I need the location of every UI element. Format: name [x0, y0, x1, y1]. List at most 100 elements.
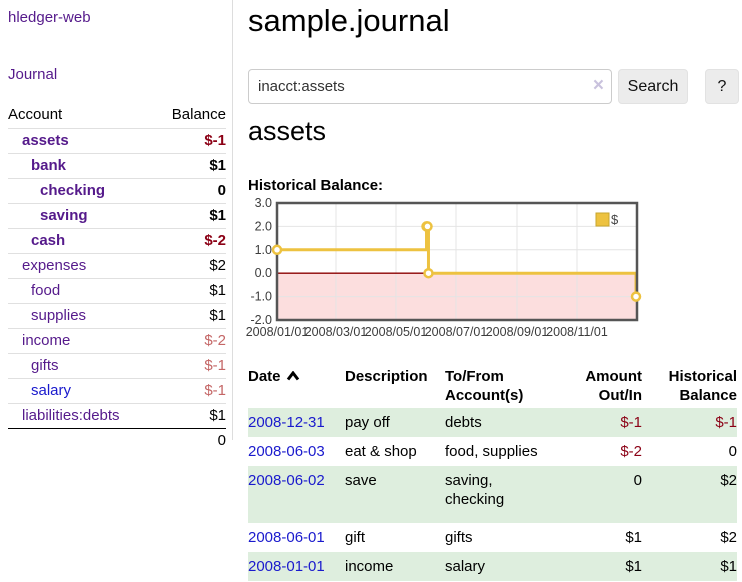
sidebar-account-expenses[interactable]: expenses [22, 257, 87, 274]
search-button[interactable]: Search [618, 69, 688, 104]
transaction-amount: $-2 [620, 443, 642, 460]
account-balance: $1 [154, 203, 226, 229]
account-balance: $1 [154, 278, 226, 304]
legend-label: $ [611, 212, 619, 227]
accounts-tbody: assets $-1 bank $1 checking 0 saving $1 cash $-2 e… [8, 128, 226, 429]
sort-ascending-icon [286, 371, 299, 381]
sidebar-account-assets[interactable]: assets [22, 132, 69, 149]
sidebar-account-bank[interactable]: bank [31, 157, 67, 174]
account-balance: $1 [154, 153, 226, 179]
balance-column-header: Balance [171, 106, 226, 123]
transaction-row: 2008-01-01 income salary $1 $1 [248, 552, 737, 581]
transaction-accounts: saving, checking [445, 472, 505, 508]
accounts-total-row: 0 [8, 428, 226, 453]
search-input[interactable] [248, 69, 612, 104]
app-brand-link[interactable]: hledger-web [8, 9, 91, 26]
y-tick-label: -1.0 [250, 290, 272, 304]
x-tick-label: 2008/05/01 [365, 325, 428, 339]
sidebar-account-income[interactable]: income [22, 332, 71, 349]
y-tick-label: 0.0 [255, 266, 272, 280]
transaction-date-link[interactable]: 2008-01-01 [248, 558, 325, 575]
account-row: checking 0 [8, 178, 226, 204]
account-balance: $-2 [154, 228, 226, 254]
account-row: gifts $-1 [8, 353, 226, 379]
account-row: bank $1 [8, 153, 226, 179]
accounts-header-row: Account Balance [8, 103, 226, 129]
transaction-amount: $-1 [620, 414, 642, 431]
transaction-description: pay off [345, 414, 390, 431]
account-balance: $-1 [154, 353, 226, 379]
sidebar-account-gifts[interactable]: gifts [31, 357, 59, 374]
transaction-amount: $1 [625, 529, 642, 546]
account-row: salary $-1 [8, 378, 226, 404]
search-bar: × Search ? [248, 69, 739, 104]
date-column-header[interactable]: Date [248, 364, 345, 408]
accounts-total-balance: 0 [154, 428, 226, 453]
account-row: cash $-2 [8, 228, 226, 254]
account-row: saving $1 [8, 203, 226, 229]
y-tick-label: -2.0 [250, 313, 272, 327]
transaction-amount: $1 [625, 558, 642, 575]
transaction-balance: $2 [720, 529, 737, 546]
transaction-date-link[interactable]: 2008-06-01 [248, 529, 325, 546]
transaction-date-link[interactable]: 2008-06-03 [248, 443, 325, 460]
transaction-accounts: gifts [445, 529, 473, 546]
transaction-description: income [345, 558, 394, 575]
transaction-balance: $-1 [715, 414, 737, 431]
sidebar-account-saving[interactable]: saving [40, 207, 88, 224]
account-row: supplies $1 [8, 303, 226, 329]
y-tick-label: 1.0 [255, 243, 272, 257]
sidebar-account-checking[interactable]: checking [40, 182, 106, 199]
x-tick-label: 2008/01/01 [246, 325, 309, 339]
transaction-accounts: food, supplies [445, 443, 538, 460]
clear-search-icon[interactable]: × [592, 75, 604, 96]
transaction-date-link[interactable]: 2008-12-31 [248, 414, 325, 431]
transaction-amount: 0 [633, 472, 642, 489]
sidebar-account-salary[interactable]: salary [31, 382, 72, 399]
x-tick-label: 2008/11/01 [546, 325, 608, 339]
y-tick-label: 2.0 [255, 219, 272, 233]
account-row: assets $-1 [8, 128, 226, 154]
account-row: expenses $2 [8, 253, 226, 279]
accounts-table: Account Balance assets $-1 bank $1 checking 0… [8, 103, 226, 453]
data-point [630, 291, 642, 302]
data-point [422, 221, 433, 232]
sidebar-account-supplies[interactable]: supplies [31, 307, 87, 324]
transaction-description: eat & shop [345, 443, 417, 460]
account-balance: $-2 [154, 328, 226, 354]
transaction-description: save [345, 472, 377, 489]
account-column-header: Account [8, 106, 63, 123]
account-balance: $1 [154, 303, 226, 329]
transaction-accounts: debts [445, 414, 482, 431]
help-button[interactable]: ? [705, 69, 739, 104]
main-content: sample.journal × Search ? assets Histori… [246, 0, 739, 582]
transaction-date-link[interactable]: 2008-06-02 [248, 472, 325, 489]
transaction-balance: $1 [720, 558, 737, 575]
x-tick-label: 2008/07/01 [425, 325, 488, 339]
transaction-balance: $2 [720, 472, 737, 489]
description-column-header: Description [345, 368, 428, 385]
legend-swatch [595, 212, 610, 227]
transaction-row: 2008-06-03 eat & shop food, supplies $-2 0 [248, 437, 737, 466]
sidebar-account-food[interactable]: food [31, 282, 61, 299]
account-row: food $1 [8, 278, 226, 304]
data-point [271, 244, 283, 256]
transaction-row: 2008-12-31 pay off debts $-1 $-1 [248, 408, 737, 437]
account-balance: $1 [154, 403, 226, 429]
amount-column-header: Amount Out/In [585, 368, 642, 404]
register-tbody: 2008-12-31 pay off debts $-1 $-1 2008-06-03 ea… [248, 408, 737, 581]
sidebar: hledger-web Journal Account Balance asse… [0, 0, 233, 453]
sidebar-item-journal[interactable]: Journal [8, 66, 58, 83]
account-heading: assets [248, 116, 327, 146]
sidebar-account-cash[interactable]: cash [31, 232, 66, 249]
transaction-accounts: salary [445, 558, 486, 575]
transaction-description: gift [345, 529, 366, 546]
accounts-column-header: To/From Account(s) [445, 368, 524, 404]
data-point [423, 267, 434, 279]
plot-border [275, 201, 639, 322]
transaction-row: 2008-06-02 save saving, checking 0 $2 [248, 466, 737, 523]
y-tick-label: 3.0 [255, 196, 272, 210]
account-balance: $2 [154, 253, 226, 279]
sidebar-account-liabilities-debts[interactable]: liabilities:debts [22, 407, 120, 424]
historical-balance-chart: $3.0 2.0 1.0 0.0 -1.0 -2.02008/01/012008/03/0… [246, 196, 642, 339]
